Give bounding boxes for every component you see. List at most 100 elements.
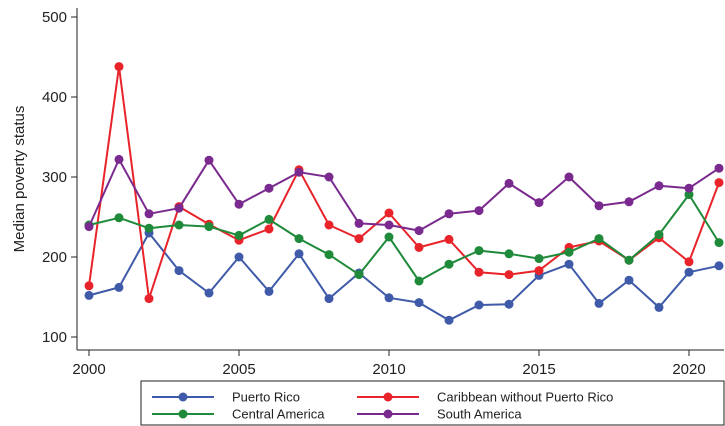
data-point (594, 298, 604, 308)
data-point (174, 266, 184, 276)
data-point (84, 290, 94, 300)
series-line (88, 158, 720, 232)
data-point (144, 223, 154, 233)
data-point (684, 183, 694, 193)
y-tick-label: 300 (42, 169, 67, 186)
data-point (534, 198, 544, 208)
data-point (294, 167, 304, 177)
data-point (414, 226, 424, 236)
legend-label: South America (437, 407, 522, 422)
legend-swatch-marker (383, 392, 393, 402)
y-tick-label: 200 (42, 249, 67, 266)
data-point (114, 154, 124, 164)
data-point (204, 155, 214, 165)
data-point (624, 255, 634, 265)
data-point (384, 208, 394, 218)
data-point (204, 288, 214, 298)
data-point (84, 222, 94, 232)
data-point (624, 197, 634, 207)
data-point (594, 234, 604, 244)
data-point (714, 163, 724, 173)
data-point (594, 201, 604, 211)
data-point (504, 178, 514, 188)
data-point (234, 199, 244, 209)
data-point (564, 247, 574, 257)
data-point (504, 270, 514, 280)
data-point (384, 293, 394, 303)
data-point (174, 220, 184, 230)
data-point (264, 183, 274, 193)
data-point (414, 298, 424, 308)
data-point (504, 249, 514, 259)
x-tick-label: 2010 (372, 361, 405, 378)
series-line (88, 65, 720, 300)
series-0 (84, 228, 724, 325)
data-point (264, 286, 274, 296)
data-point (354, 218, 364, 228)
x-tick-label: 2005 (222, 361, 255, 378)
data-point (114, 282, 124, 292)
data-point (324, 172, 334, 182)
x-tick-label: 2000 (72, 361, 105, 378)
series-3 (84, 154, 724, 236)
data-point (474, 206, 484, 216)
data-point (294, 234, 304, 244)
data-point (114, 213, 124, 223)
data-point (684, 190, 694, 200)
data-point (564, 172, 574, 182)
data-point (414, 276, 424, 286)
data-point (474, 246, 484, 256)
x-tick-label: 2015 (522, 361, 555, 378)
data-point (624, 275, 634, 285)
data-point (264, 224, 274, 234)
data-point (714, 238, 724, 248)
data-point (534, 254, 544, 264)
data-point (564, 259, 574, 269)
data-point (504, 299, 514, 309)
legend-swatch-marker (178, 392, 188, 402)
y-tick-label: 100 (42, 329, 67, 346)
axes: 100 200 300 400 500 2000 2005 2010 2015 2020 Media… (11, 8, 724, 378)
data-point (654, 302, 664, 312)
data-point (84, 281, 94, 291)
data-point (714, 261, 724, 271)
legend-label: Puerto Rico (232, 390, 300, 405)
y-tick-label: 500 (42, 9, 67, 26)
data-point (234, 230, 244, 240)
series-layer (84, 62, 724, 325)
data-point (444, 234, 454, 244)
legend-box (140, 380, 725, 426)
legend-swatch-marker (178, 409, 188, 419)
data-point (414, 242, 424, 252)
data-point (684, 257, 694, 267)
data-point (204, 222, 214, 232)
y-axis-title: Median poverty status (11, 106, 28, 253)
data-point (114, 62, 124, 72)
data-point (384, 232, 394, 242)
legend: Puerto Rico Caribbean without Puerto Rico… (140, 380, 725, 426)
data-point (174, 203, 184, 213)
data-point (384, 220, 394, 230)
series-line (88, 193, 720, 282)
data-point (444, 209, 454, 219)
data-point (354, 234, 364, 244)
data-point (474, 267, 484, 277)
data-point (354, 270, 364, 280)
x-tick-label: 2020 (672, 361, 705, 378)
legend-label: Caribbean without Puerto Rico (437, 390, 613, 405)
data-point (444, 315, 454, 325)
series-line (88, 232, 720, 322)
legend-swatch-marker (383, 409, 393, 419)
data-point (684, 267, 694, 277)
data-point (144, 209, 154, 219)
data-point (144, 294, 154, 304)
data-point (474, 300, 484, 310)
data-point (534, 266, 544, 276)
data-point (714, 178, 724, 188)
data-point (294, 249, 304, 259)
data-point (654, 230, 664, 240)
data-point (324, 250, 334, 260)
y-tick-label: 400 (42, 89, 67, 106)
data-point (654, 181, 664, 191)
